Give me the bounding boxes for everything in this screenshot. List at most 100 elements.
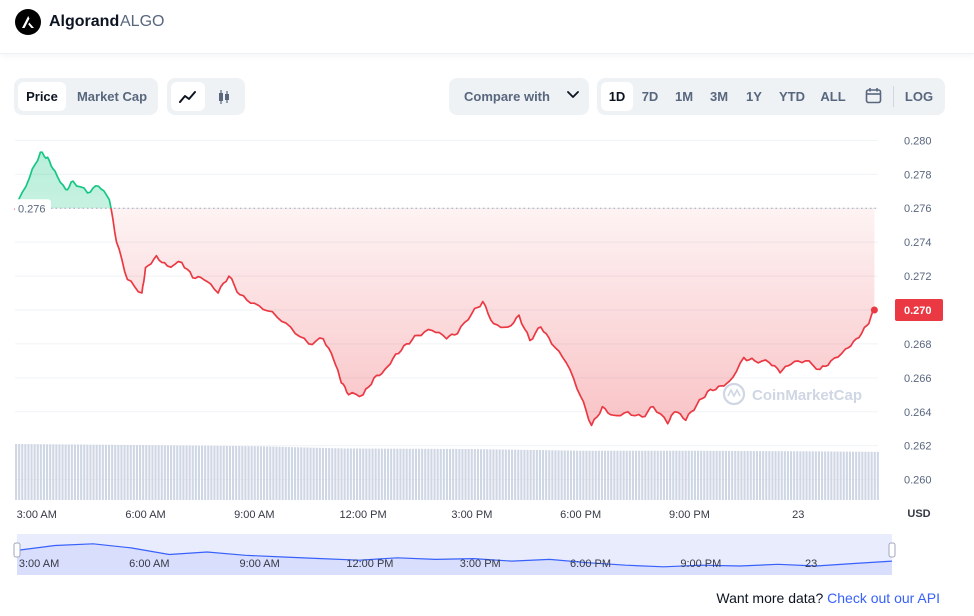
volume-bar	[656, 450, 659, 500]
volume-bar	[532, 449, 535, 500]
volume-bar	[501, 449, 504, 500]
navigator-handle-left[interactable]	[13, 542, 21, 558]
volume-bar	[852, 451, 855, 500]
volume-bar	[73, 444, 76, 500]
volume-bar	[325, 447, 328, 500]
volume-bar	[340, 448, 343, 500]
volume-bar	[213, 445, 216, 500]
volume-bar	[120, 444, 123, 500]
volume-bar	[855, 451, 858, 500]
volume-bar	[151, 445, 154, 500]
volume-bar	[306, 447, 309, 500]
volume-bar	[362, 448, 365, 500]
volume-bar	[538, 450, 541, 500]
y-tick-label: 0.268	[904, 339, 932, 351]
volume-bar	[405, 448, 408, 500]
price-chart[interactable]: CoinMarketCap 0.276 0.280 0.278 0.276 0.274…	[0, 0, 974, 590]
volume-bar	[681, 450, 684, 500]
price-area-down	[15, 208, 875, 426]
navigator-tick-label: 23	[805, 558, 817, 570]
volume-bar	[402, 448, 405, 500]
volume-bar	[458, 448, 461, 500]
volume-bar	[352, 448, 355, 500]
volume-bar	[597, 450, 600, 500]
volume-bar	[833, 451, 836, 500]
volume-bar	[191, 445, 194, 500]
compare-label: Compare with	[464, 89, 550, 104]
volume-bar	[30, 444, 33, 500]
volume-bar	[808, 451, 811, 500]
volume-bar	[179, 445, 182, 500]
line-chart-icon	[179, 91, 196, 103]
x-tick-label: 12:00 PM	[340, 509, 387, 521]
volume-bar	[827, 451, 830, 500]
navigator-tick-label: 9:00 AM	[239, 558, 279, 570]
volume-bar	[135, 445, 138, 500]
volume-bar	[452, 448, 455, 500]
volume-bar	[89, 444, 92, 500]
line-chart-button[interactable]	[171, 82, 205, 111]
range-1y[interactable]: 1Y	[746, 89, 762, 104]
y-tick-label: 0.266	[904, 373, 932, 385]
range-1d[interactable]: 1D	[601, 82, 633, 111]
data-type-toggle: Price Market Cap	[14, 78, 158, 115]
volume-bar	[129, 444, 132, 500]
candlestick-button[interactable]	[207, 82, 241, 111]
volume-bar	[266, 446, 269, 500]
volume-bar	[343, 448, 346, 500]
price-area-up	[15, 152, 875, 209]
volume-bar	[498, 449, 501, 500]
range-all[interactable]: ALL	[820, 89, 846, 104]
volume-bar	[46, 444, 49, 500]
volume-bar	[238, 446, 241, 500]
volume-bar	[148, 445, 151, 500]
range-7d[interactable]: 7D	[641, 89, 659, 104]
volume-bar	[861, 451, 864, 500]
calendar-icon[interactable]	[865, 87, 882, 104]
range-3m[interactable]: 3M	[709, 89, 729, 104]
navigator-line	[16, 543, 893, 568]
price-tab[interactable]: Price	[18, 82, 66, 111]
log-scale-button[interactable]: LOG	[904, 89, 934, 104]
y-tick-label: 0.274	[904, 237, 932, 249]
market-cap-tab[interactable]: Market Cap	[76, 89, 148, 104]
volume-bar	[123, 444, 126, 500]
volume-bar	[433, 448, 436, 500]
volume-bar	[793, 451, 796, 500]
navigator-handle-right[interactable]	[888, 542, 896, 558]
api-link[interactable]: Check out our API	[827, 590, 940, 606]
volume-bar	[613, 450, 616, 500]
volume-bar	[334, 448, 337, 500]
time-navigator[interactable]: 3:00 AM 6:00 AM 9:00 AM 12:00 PM 3:00 PM 6:00…	[13, 534, 896, 575]
volume-bar	[759, 451, 762, 500]
volume-bar	[666, 450, 669, 500]
volume-bar	[371, 448, 374, 500]
volume-bar	[294, 447, 297, 500]
open-price-label: 0.276	[18, 204, 46, 216]
volume-bar	[263, 446, 266, 500]
range-ytd[interactable]: YTD	[779, 89, 805, 104]
volume-bar	[145, 445, 148, 500]
volume-bar	[582, 450, 585, 500]
volume-bar	[746, 451, 749, 500]
volume-bar	[284, 446, 287, 500]
range-selector: 1D 7D 1M 3M 1Y YTD ALL LOG	[597, 78, 945, 115]
volume-bar	[473, 449, 476, 500]
volume-bar	[523, 449, 526, 500]
volume-bar	[430, 448, 433, 500]
volume-bar	[731, 450, 734, 500]
chevron-down-icon	[567, 91, 579, 98]
volume-bar	[126, 444, 129, 500]
volume-bar	[690, 450, 693, 500]
volume-bar	[235, 446, 238, 500]
volume-bar	[669, 450, 672, 500]
volume-bar	[58, 444, 61, 500]
volume-bar	[647, 450, 650, 500]
volume-bar	[783, 451, 786, 500]
volume-bar	[232, 446, 235, 500]
volume-bar	[318, 447, 321, 500]
volume-bar	[349, 448, 352, 500]
compare-with-dropdown[interactable]: Compare with	[449, 78, 589, 115]
volume-bar	[573, 450, 576, 500]
range-1m[interactable]: 1M	[674, 89, 694, 104]
